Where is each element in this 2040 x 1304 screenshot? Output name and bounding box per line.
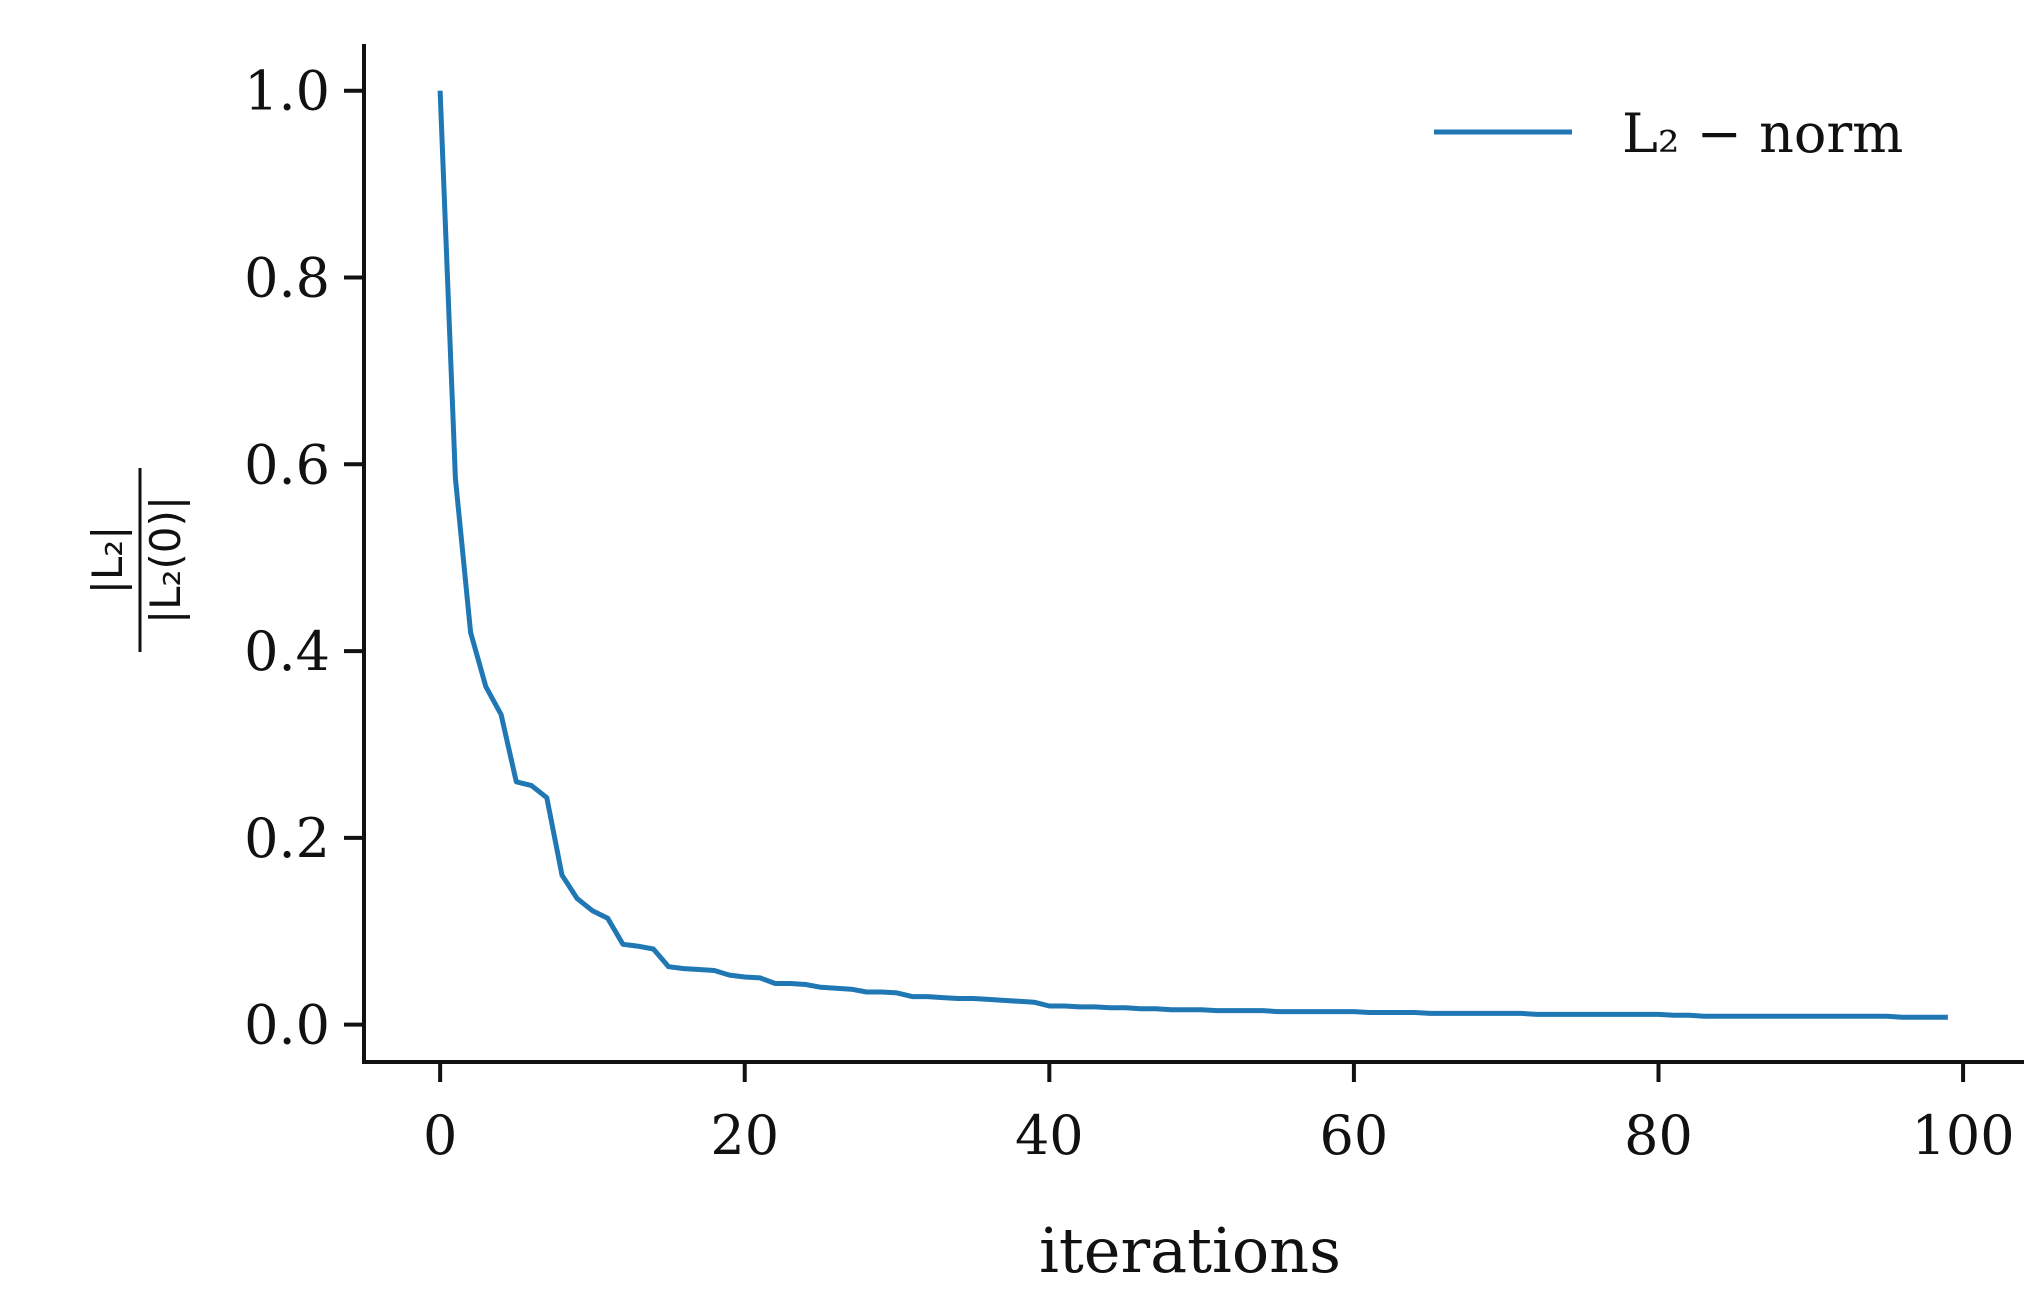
- y-axis-title: |L₂| |L₂(0)|: [83, 468, 190, 652]
- legend: L₂ − norm: [1434, 102, 1903, 165]
- plot-area: [437, 90, 1948, 1020]
- y-tick-label: 0.4: [244, 620, 330, 683]
- x-tick-label: 20: [710, 1104, 779, 1167]
- x-axis-title: iterations: [1039, 1214, 1341, 1287]
- y-tick-label: 1.0: [244, 60, 330, 123]
- x-tick-label: 0: [423, 1104, 457, 1167]
- x-tick-label: 40: [1015, 1104, 1084, 1167]
- y-axis-ticks: 0.0 0.2 0.4 0.6 0.8 1.0: [244, 60, 364, 1057]
- y-tick-label: 0.6: [244, 433, 330, 496]
- y-axis-title-numerator: |L₂|: [83, 526, 132, 595]
- x-tick-label: 100: [1912, 1104, 2015, 1167]
- y-tick-label: 0.2: [244, 807, 330, 870]
- y-tick-label: 0.8: [244, 246, 330, 309]
- x-axis-ticks: 0 20 40 60 80 100: [423, 1062, 2015, 1167]
- x-tick-label: 80: [1624, 1104, 1693, 1167]
- y-tick-label: 0.0: [244, 994, 330, 1057]
- series-line-0: [437, 90, 1948, 1020]
- x-tick-label: 60: [1320, 1104, 1389, 1167]
- legend-label: L₂ − norm: [1622, 102, 1903, 165]
- y-axis-title-denominator: |L₂(0)|: [141, 496, 190, 624]
